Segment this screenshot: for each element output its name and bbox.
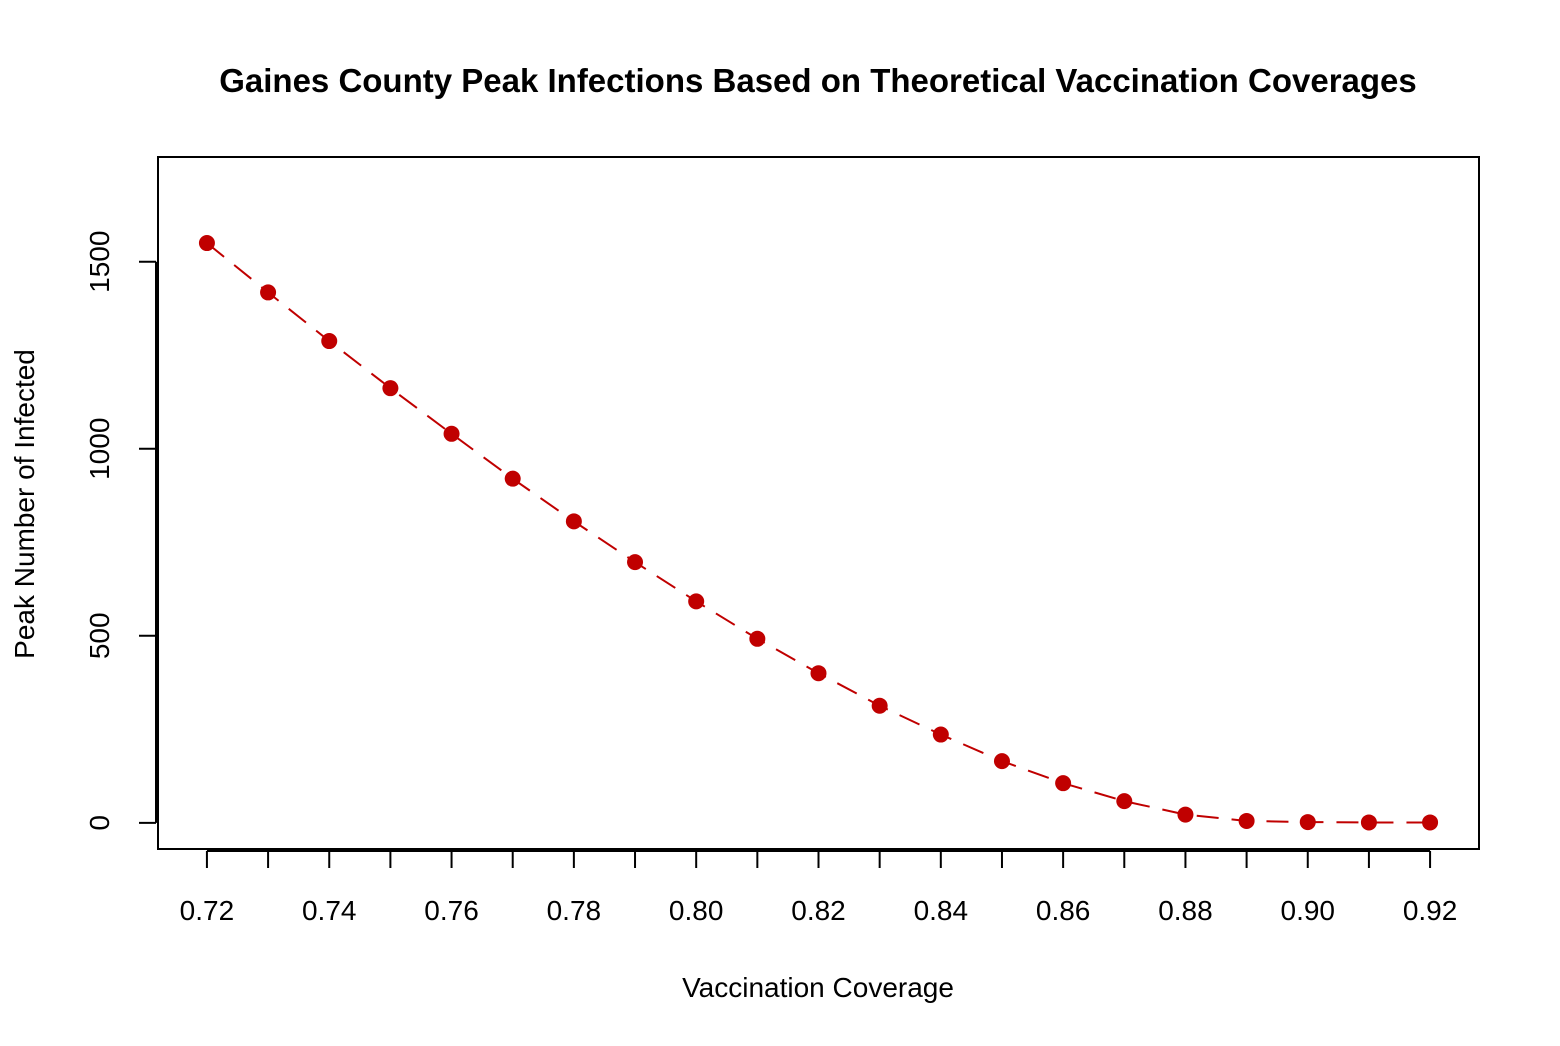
data-point [504,470,521,487]
data-point [260,284,277,301]
x-tick-label: 0.74 [302,895,357,926]
data-point [1116,793,1133,810]
data-point [1299,814,1316,831]
x-tick-label: 0.78 [547,895,602,926]
series-line [206,242,1431,824]
x-tick-label: 0.82 [791,895,846,926]
data-point [932,726,949,743]
x-tick-label: 0.80 [669,895,724,926]
data-point [688,593,705,610]
y-tick-label: 1500 [84,231,115,293]
data-point [627,554,644,571]
y-axis-label: Peak Number of Infected [9,349,40,659]
data-point [321,333,338,350]
plot-frame [157,156,1480,850]
x-tick-label: 0.76 [424,895,479,926]
x-tick-label: 0.92 [1403,895,1458,926]
y-tick-label: 500 [84,612,115,659]
data-point [382,380,399,397]
plot-area: 0.72 0.74 0.76 0.78 0.80 0.82 0.84 0.86 0.88 0.90… [84,156,1480,926]
data-point [871,697,888,714]
data-point [749,630,766,647]
data-point [1360,814,1377,831]
x-tick-label: 0.88 [1158,895,1213,926]
x-tick-label: 0.84 [914,895,969,926]
chart-title: Gaines County Peak Infections Based on T… [219,62,1417,99]
data-point [1177,806,1194,823]
x-tick-label: 0.72 [180,895,235,926]
x-tick-label: 0.86 [1036,895,1091,926]
data-point [1422,814,1439,831]
x-axis-label: Vaccination Coverage [682,972,954,1003]
data-point [993,753,1010,770]
data-point [443,425,460,442]
y-tick-label: 1000 [84,418,115,480]
data-point [1238,812,1255,829]
y-tick-label: 0 [84,815,115,831]
data-point [565,513,582,530]
data-point [198,235,215,252]
data-point [810,665,827,682]
data-point [1055,775,1072,792]
x-tick-label: 0.90 [1281,895,1336,926]
